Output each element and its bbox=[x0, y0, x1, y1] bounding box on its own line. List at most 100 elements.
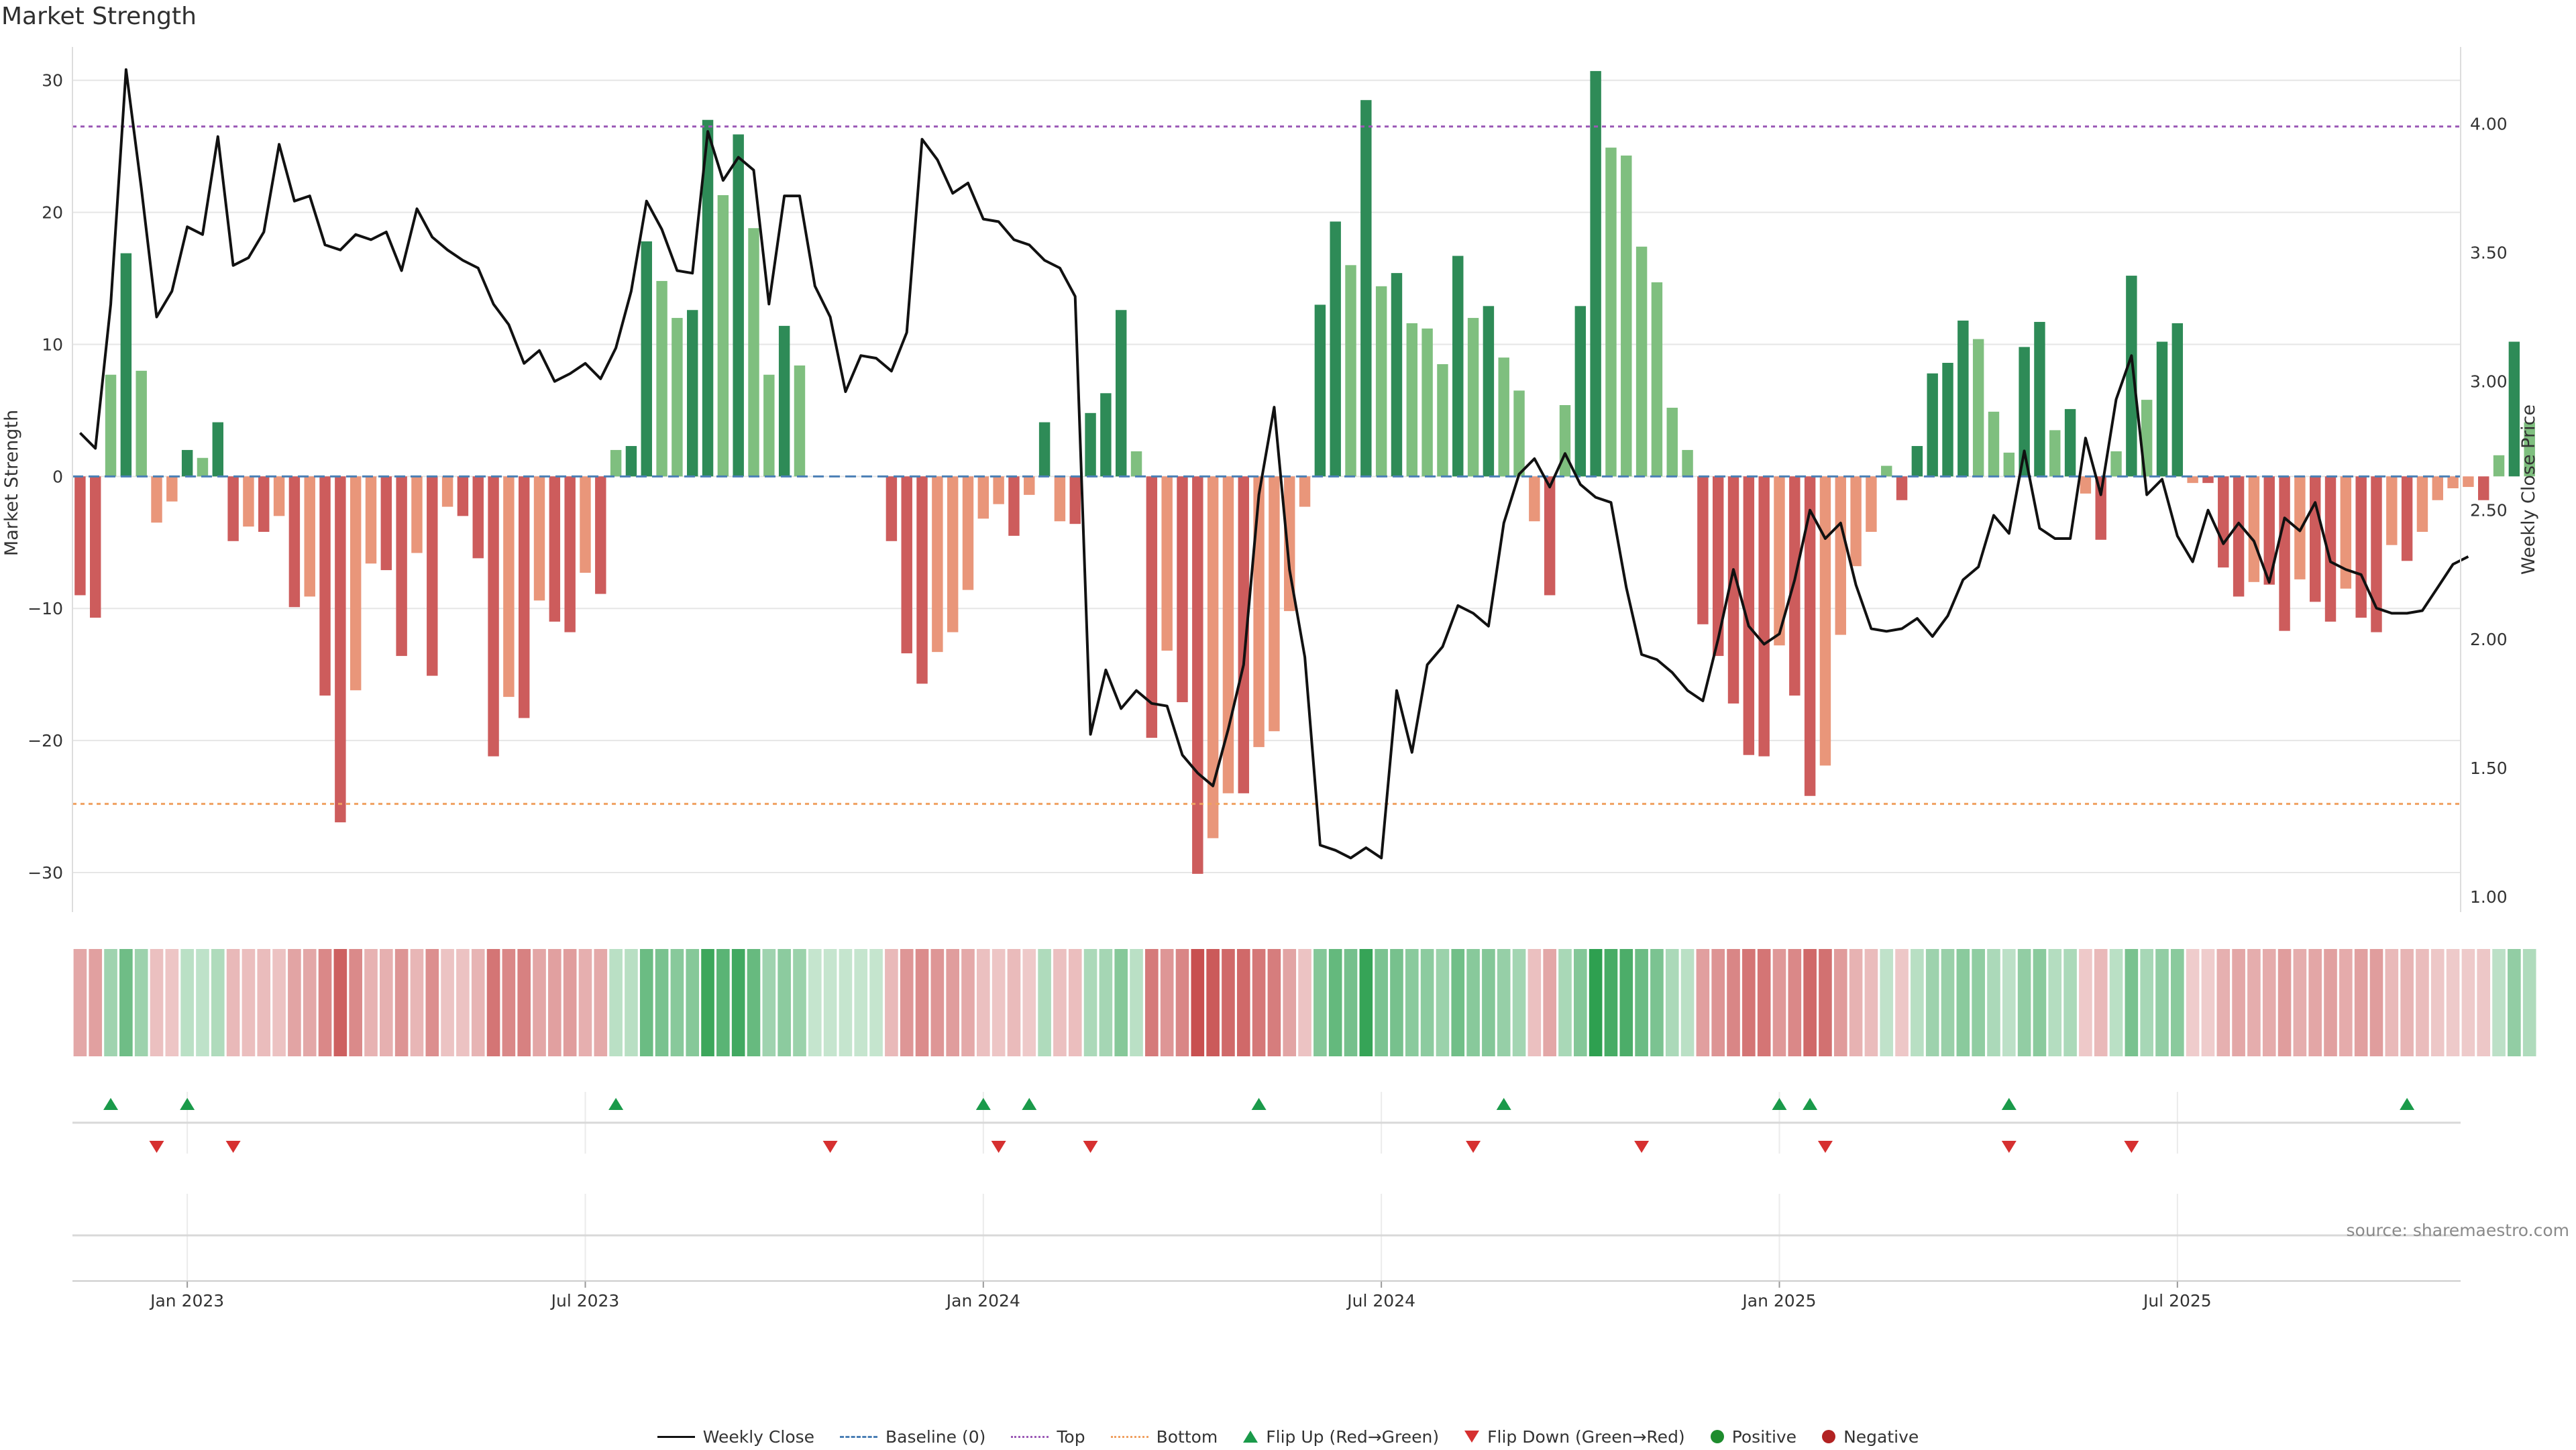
strength-bar bbox=[672, 318, 683, 477]
heat-cell bbox=[486, 949, 500, 1056]
heat-cell bbox=[333, 949, 347, 1056]
strength-bar bbox=[625, 446, 637, 477]
heat-cell bbox=[288, 949, 301, 1056]
reference-lines bbox=[72, 125, 2461, 805]
strength-bar bbox=[564, 476, 576, 632]
strength-bar bbox=[1559, 405, 1571, 477]
heat-cell bbox=[2033, 949, 2047, 1056]
strength-bar bbox=[380, 476, 392, 571]
heat-cell bbox=[2232, 949, 2245, 1056]
strength-bar bbox=[947, 476, 959, 632]
legend-weekly-close: Weekly Close bbox=[657, 1427, 814, 1447]
heat-cell bbox=[854, 949, 868, 1056]
heat-cell bbox=[1436, 949, 1450, 1056]
heat-cell bbox=[2446, 949, 2460, 1056]
strength-bar bbox=[916, 476, 928, 684]
strength-bar bbox=[1819, 476, 1831, 766]
heat-cell bbox=[1267, 949, 1281, 1056]
heat-cell bbox=[2155, 949, 2169, 1056]
heat-cell bbox=[134, 949, 148, 1056]
grid-layer bbox=[72, 79, 2461, 1281]
flip-up-marker bbox=[180, 1098, 195, 1110]
heat-cell bbox=[1512, 949, 1526, 1056]
heat-cell bbox=[594, 949, 608, 1056]
heat-cell bbox=[1083, 949, 1097, 1056]
heat-cell bbox=[1665, 949, 1679, 1056]
dash-line-icon bbox=[840, 1430, 878, 1443]
strength-bar bbox=[1100, 393, 1112, 477]
heat-cell bbox=[1650, 949, 1664, 1056]
flip-down-marker bbox=[2124, 1141, 2139, 1153]
strength-bar bbox=[1269, 476, 1280, 732]
x-tick-label: Jul 2025 bbox=[2142, 1291, 2212, 1310]
strength-bar bbox=[1544, 476, 1556, 596]
heat-cell bbox=[1772, 949, 1786, 1056]
legend-label: Negative bbox=[1843, 1427, 1919, 1447]
strength-bar bbox=[1942, 363, 1953, 477]
strength-bar bbox=[1008, 476, 1020, 536]
flip-down-marker bbox=[822, 1141, 838, 1153]
strength-bars bbox=[74, 70, 2535, 874]
legend-bottom: Bottom bbox=[1110, 1427, 1218, 1447]
legend-baseline: Baseline (0) bbox=[840, 1427, 985, 1447]
strength-bar bbox=[1666, 407, 1678, 477]
strength-bar bbox=[2095, 476, 2106, 540]
heat-cell bbox=[1252, 949, 1266, 1056]
heat-cell bbox=[2477, 949, 2491, 1056]
legend-label: Flip Up (Red→Green) bbox=[1266, 1427, 1440, 1447]
heat-cell bbox=[2048, 949, 2062, 1056]
strength-bar bbox=[1866, 476, 1877, 532]
heat-cell bbox=[548, 949, 561, 1056]
x-tick-label: Jul 2024 bbox=[1346, 1291, 1415, 1310]
heat-cell bbox=[1283, 949, 1297, 1056]
heat-cell bbox=[1864, 949, 1878, 1056]
heat-cell bbox=[1727, 949, 1740, 1056]
y2-tick-label: 3.00 bbox=[2470, 372, 2508, 392]
strength-bar bbox=[2080, 476, 2092, 494]
strength-bar bbox=[641, 241, 652, 477]
heat-cell bbox=[1191, 949, 1205, 1056]
strength-bar bbox=[1635, 246, 1648, 477]
strength-bar bbox=[2019, 347, 2030, 477]
heat-cell bbox=[1497, 949, 1511, 1056]
y2-tick-label: 3.50 bbox=[2470, 243, 2508, 263]
flip-up-marker bbox=[975, 1098, 991, 1110]
heat-cell bbox=[885, 949, 898, 1056]
heat-cell bbox=[961, 949, 975, 1056]
strength-bar bbox=[610, 449, 622, 477]
chart-title: Market Strength bbox=[1, 3, 197, 30]
heat-cell bbox=[1619, 949, 1633, 1056]
heat-cell bbox=[349, 949, 362, 1056]
weekly-close-line bbox=[78, 68, 2469, 860]
strength-bar bbox=[1483, 306, 1495, 477]
strength-bar bbox=[1498, 357, 1509, 477]
strength-bar bbox=[457, 476, 469, 516]
heat-cell bbox=[1053, 949, 1067, 1056]
strength-bar bbox=[227, 476, 239, 541]
heat-cell bbox=[1298, 949, 1311, 1056]
heat-cell bbox=[1038, 949, 1051, 1056]
flip-markers bbox=[103, 1098, 2415, 1153]
heat-cell bbox=[1788, 949, 1802, 1056]
heat-cell bbox=[1313, 949, 1327, 1056]
heat-cell bbox=[2125, 949, 2139, 1056]
heat-cell bbox=[701, 949, 714, 1056]
strength-bar bbox=[595, 476, 606, 594]
strength-bar bbox=[1605, 148, 1617, 477]
heat-cell bbox=[1880, 949, 1894, 1056]
legend-label: Positive bbox=[1731, 1427, 1797, 1447]
strength-bar bbox=[2355, 476, 2367, 618]
strength-bar bbox=[1972, 339, 1984, 477]
heat-cell bbox=[226, 949, 240, 1056]
strength-bar bbox=[1130, 451, 1142, 477]
heat-cell bbox=[2416, 949, 2429, 1056]
strength-bar bbox=[1988, 411, 2000, 477]
strength-bar bbox=[136, 370, 147, 477]
axes: 30 20 10 0 −10 −20 −30 4.00 3.50 3.00 2.50 2.00 1.50… bbox=[1, 47, 2539, 1310]
y2-tick-label: 2.50 bbox=[2470, 501, 2508, 520]
strength-bar bbox=[1284, 476, 1295, 612]
strength-bar bbox=[2416, 476, 2428, 532]
heat-cell bbox=[1451, 949, 1465, 1056]
heat-cell bbox=[977, 949, 990, 1056]
flip-down-marker bbox=[149, 1141, 164, 1153]
